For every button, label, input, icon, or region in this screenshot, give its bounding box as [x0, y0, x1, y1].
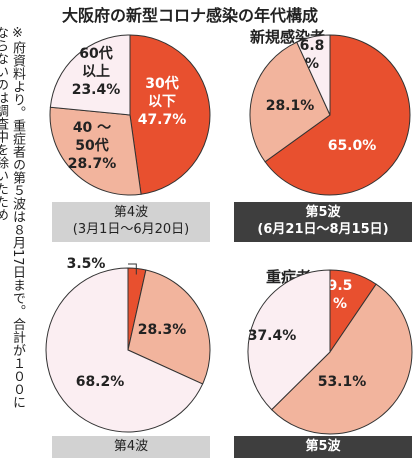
footnote: ※府資料より。重症者の第５波は８月17日まで。合計が１００に ならないのは調査中を…: [0, 26, 26, 458]
wave4-top-label: 第4波: [113, 205, 149, 220]
wave5-top-dates: (6月21日～8月15日): [257, 222, 389, 237]
pie-3-slice-3: [45, 267, 204, 433]
pie-1-label-1-line-2: 以下: [148, 94, 176, 110]
pie-2-label-3-line-1: 6.8: [300, 38, 325, 54]
pie-3: 3.5% 28.3% 68.2%: [45, 256, 211, 433]
footnote-line-1: ※府資料より。重症者の第５波は８月17日まで。合計が１００に: [10, 26, 25, 409]
wave5-bottom-label: 第5波: [305, 439, 341, 454]
pie-4-slice-2: [270, 283, 413, 435]
pie-1-slice-1: [129, 34, 211, 195]
pie-1-label-2-line-2: 50代: [75, 137, 108, 154]
pie-1-label-1-line-1: 30代: [145, 75, 178, 92]
pie-1-label-1-line-3: 47.7%: [138, 112, 187, 128]
pie-3-leader-line: [128, 263, 137, 275]
pie-1-slice-3: [49, 34, 131, 116]
pie-1-label-2-line-1: 40 ～: [73, 120, 111, 136]
pie-2-slice-3: [296, 34, 331, 116]
wave4-bottom-band: 第4波: [52, 436, 210, 458]
footnote-line-2: ならないのは調査中を除いたため: [0, 26, 8, 221]
pie-4: 9.5% 53.1% 37.4%: [247, 269, 413, 435]
pie-4-label-1-line-2: %: [333, 296, 347, 312]
pie-1-label-3-line-3: 23.4%: [72, 82, 121, 98]
pie-2-label-1: 65.0%: [328, 138, 377, 154]
pie-1-label-2-line-3: 28.7%: [68, 156, 117, 172]
wave4-bottom-label: 第4波: [113, 439, 149, 454]
pie-3-label-1: 3.5%: [67, 256, 106, 272]
pie-4-label-1-line-1: 9.5: [328, 278, 353, 294]
pie-3-label-3: 68.2%: [76, 374, 125, 390]
wave5-top-band: 第5波 (6月21日～8月15日): [234, 202, 412, 242]
pie-1-label-3-line-2: 以上: [82, 64, 110, 80]
wave4-top-band: 第4波 (3月1日～6月20日): [52, 202, 210, 242]
figure-title: 大阪府の新型コロナ感染の年代構成: [62, 6, 319, 25]
wave4-top-dates: (3月1日～6月20日): [72, 222, 190, 237]
pie-1-label-3-line-1: 60代: [79, 45, 112, 62]
pie-4-label-2: 53.1%: [318, 374, 367, 390]
pie-4-label-3: 37.4%: [248, 328, 297, 344]
pie-1-slice-2: [49, 106, 142, 196]
pie-2-label-3-line-2: %: [305, 56, 319, 72]
pie-2-slice-1: [264, 34, 411, 196]
pie-3-slice-2: [127, 269, 211, 385]
pie-2-label-2: 28.1%: [266, 98, 315, 114]
wave5-bottom-band: 第5波: [234, 436, 412, 458]
pie-3-label-2: 28.3%: [138, 322, 187, 338]
pie-2: 65.0% 28.1% 6.8%: [249, 34, 411, 196]
pie-4-slice-3: [247, 269, 331, 411]
wave5-top-label: 第5波: [305, 205, 341, 220]
